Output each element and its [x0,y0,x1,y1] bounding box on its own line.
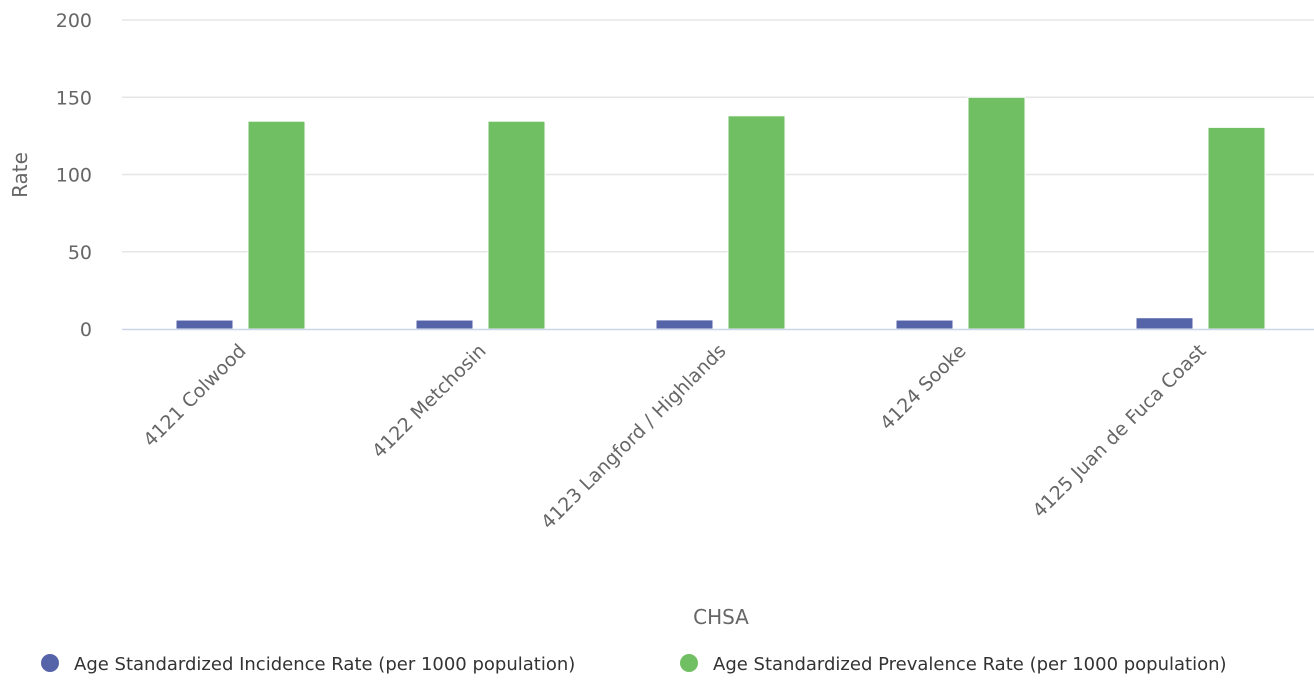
y-tick-label: 200 [56,10,92,32]
y-tick-label: 50 [68,242,92,264]
x-tick-label: 4124 Sooke [876,340,971,435]
legend-item: Age Standardized Prevalence Rate (per 10… [680,654,1227,675]
bar-incidence [895,319,954,330]
x-tick-label: 4122 Metchosin [368,340,491,463]
bar-prevalence [967,96,1026,330]
x-axis-title: CHSA [693,605,749,629]
bar-incidence [1135,317,1194,330]
y-axis-ticks: 0 50 100 150 200 [56,10,92,341]
gridlines [122,19,1314,253]
y-axis-title: Rate [8,152,32,198]
x-tick-label: 4125 Juan de Fuca Coast [1028,340,1210,522]
bar-prevalence [247,120,306,330]
x-tick-label: 4123 Langford / Highlands [537,340,731,534]
bar-incidence [415,319,474,330]
bars [175,96,1266,330]
legend: Age Standardized Incidence Rate (per 100… [41,654,1227,675]
y-tick-label: 150 [56,87,92,109]
bar-prevalence [727,115,786,330]
bar-incidence [175,319,234,330]
y-tick-label: 100 [56,165,92,187]
x-axis-ticks: 4121 Colwood 4122 Metchosin 4123 Langford … [139,340,1210,534]
bar-incidence [655,319,714,330]
x-tick-label: 4121 Colwood [139,340,250,451]
legend-label: Age Standardized Prevalence Rate (per 10… [713,654,1227,675]
y-tick-label: 0 [80,319,92,341]
legend-item: Age Standardized Incidence Rate (per 100… [41,654,575,675]
legend-marker [680,654,698,672]
bar-prevalence [1207,126,1266,330]
legend-label: Age Standardized Incidence Rate (per 100… [74,654,575,675]
legend-marker [41,654,59,672]
bar-prevalence [487,120,546,330]
